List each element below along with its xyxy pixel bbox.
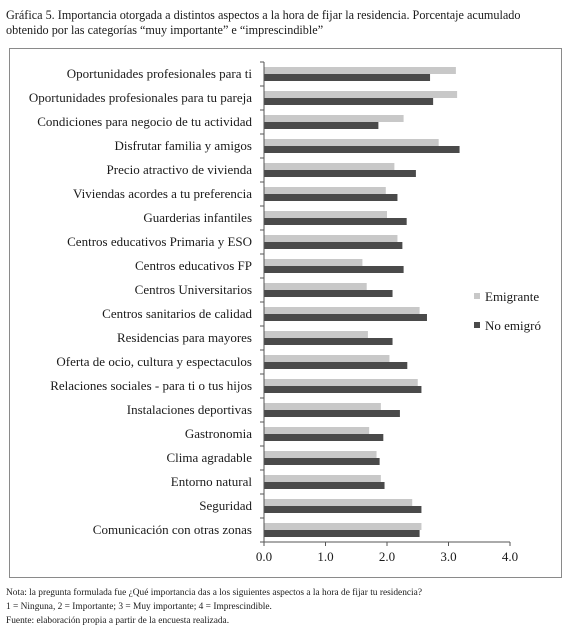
category-label: Guarderias infantiles [143, 210, 252, 225]
bar-no-emigro [264, 242, 403, 249]
bar-emigrante [264, 451, 377, 458]
bar-no-emigro [264, 314, 427, 321]
chart-notes: Nota: la pregunta formulada fue ¿Qué imp… [6, 586, 422, 628]
bar-emigrante [264, 235, 398, 242]
bar-emigrante [264, 211, 387, 218]
legend-swatch [474, 322, 480, 328]
bar-emigrante [264, 355, 390, 362]
category-label: Comunicación con otras zonas [93, 522, 252, 537]
chart-frame [9, 48, 562, 578]
bar-no-emigro [264, 458, 380, 465]
legend-label: No emigró [485, 318, 541, 333]
bar-no-emigro [264, 170, 416, 177]
x-tick-label: 2.0 [379, 549, 395, 564]
category-label: Disfrutar familia y amigos [114, 138, 252, 153]
bar-no-emigro [264, 266, 404, 273]
category-label: Oportunidades profesionales para ti [67, 66, 253, 81]
category-label: Seguridad [199, 498, 252, 513]
category-label: Oferta de ocio, cultura y espectaculos [56, 354, 252, 369]
category-label: Precio atractivo de vivienda [107, 162, 253, 177]
bar-emigrante [264, 403, 381, 410]
category-label: Centros educativos Primaria y ESO [67, 234, 252, 249]
bar-no-emigro [264, 434, 384, 441]
bar-emigrante [264, 499, 413, 506]
bar-no-emigro [264, 98, 434, 105]
category-label: Viviendas acordes a tu preferencia [73, 186, 252, 201]
bar-emigrante [264, 283, 367, 290]
note-source: Fuente: elaboración propia a partir de l… [6, 616, 230, 626]
category-label: Condiciones para negocio de tu actividad [37, 114, 252, 129]
bar-emigrante [264, 139, 439, 146]
bar-no-emigro [264, 74, 431, 81]
note-scale: 1 = Ninguna, 2 = Importante; 3 = Muy imp… [6, 602, 272, 612]
category-label: Centros Universitarios [135, 282, 252, 297]
legend-label: Emigrante [485, 289, 539, 304]
bar-no-emigro [264, 482, 385, 489]
bar-no-emigro [264, 386, 422, 393]
bar-no-emigro [264, 146, 460, 153]
legend-swatch [474, 293, 480, 299]
bar-emigrante [264, 331, 368, 338]
bar-no-emigro [264, 338, 393, 345]
x-tick-label: 1.0 [317, 549, 333, 564]
bar-no-emigro [264, 506, 422, 513]
bar-emigrante [264, 307, 420, 314]
chart-title: Gráfica 5. Importancia otorgada a distin… [6, 8, 521, 37]
bar-emigrante [264, 91, 458, 98]
note-question: Nota: la pregunta formulada fue ¿Qué imp… [6, 588, 422, 598]
category-label: Residencias para mayores [117, 330, 252, 345]
bar-no-emigro [264, 530, 420, 537]
category-label: Instalaciones deportivas [127, 402, 252, 417]
bar-emigrante [264, 379, 418, 386]
bar-emigrante [264, 427, 370, 434]
bar-no-emigro [264, 410, 400, 417]
category-label: Relaciones sociales - para ti o tus hijo… [50, 378, 252, 393]
bar-no-emigro [264, 122, 379, 129]
bar-emigrante [264, 259, 363, 266]
x-tick-label: 3.0 [440, 549, 456, 564]
category-label: Centros educativos FP [135, 258, 252, 273]
bar-emigrante [264, 163, 395, 170]
category-label: Entorno natural [171, 474, 253, 489]
bar-no-emigro [264, 362, 408, 369]
bar-no-emigro [264, 218, 407, 225]
category-label: Gastronomia [185, 426, 252, 441]
bar-no-emigro [264, 290, 393, 297]
x-tick-label: 0.0 [256, 549, 272, 564]
bar-no-emigro [264, 194, 398, 201]
bar-emigrante [264, 67, 456, 74]
category-label: Centros sanitarios de calidad [102, 306, 252, 321]
bar-emigrante [264, 475, 381, 482]
x-tick-label: 4.0 [502, 549, 518, 564]
bar-emigrante [264, 523, 422, 530]
category-label: Oportunidades profesionales para tu pare… [29, 90, 252, 105]
bar-emigrante [264, 187, 386, 194]
category-label: Clima agradable [166, 450, 252, 465]
bar-emigrante [264, 115, 404, 122]
